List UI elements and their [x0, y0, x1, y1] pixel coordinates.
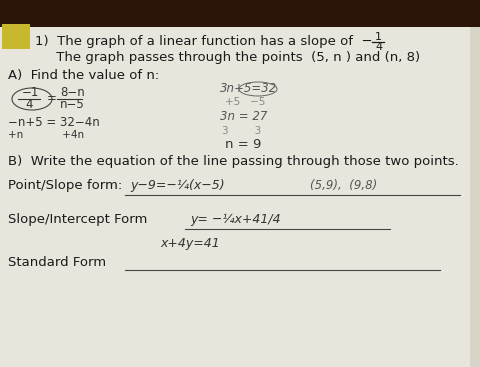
Text: +5   −5: +5 −5 [225, 97, 265, 107]
Text: Standard Form: Standard Form [8, 255, 106, 269]
Text: B)  Write the equation of the line passing through those two points.: B) Write the equation of the line passin… [8, 156, 458, 168]
Text: A)  Find the value of n:: A) Find the value of n: [8, 69, 159, 81]
Text: 1: 1 [374, 32, 381, 42]
Text: 3n = 27: 3n = 27 [219, 110, 267, 124]
Text: 8−n: 8−n [60, 87, 84, 99]
Text: Slope/Intercept Form: Slope/Intercept Form [8, 212, 147, 225]
Text: 4: 4 [374, 42, 381, 52]
Text: n−5: n−5 [60, 98, 84, 112]
Text: +n            +4n: +n +4n [8, 130, 84, 140]
Text: 3        3: 3 3 [222, 126, 261, 136]
Bar [469, 27, 480, 367]
Text: Point/Slope form:: Point/Slope form: [8, 178, 131, 192]
Text: y= −¼x+41/4: y= −¼x+41/4 [190, 212, 280, 225]
Text: y−9=−¼(x−5): y−9=−¼(x−5) [130, 178, 224, 192]
Text: −1: −1 [22, 87, 39, 99]
Text: The graph passes through the points  (5, n ) and (n, 8): The graph passes through the points (5, … [35, 51, 419, 63]
Text: x+4y=41: x+4y=41 [160, 237, 219, 251]
Text: 1)  The graph of a linear function has a slope of  −: 1) The graph of a linear function has a … [35, 36, 372, 48]
Text: 4: 4 [25, 98, 33, 112]
Bar [0, 0, 480, 47]
Text: n = 9: n = 9 [225, 138, 261, 152]
Text: 3n+5=32: 3n+5=32 [219, 83, 276, 95]
Text: −n+5 = 32−4n: −n+5 = 32−4n [8, 116, 99, 128]
Text: (5,9),  (9,8): (5,9), (9,8) [309, 178, 376, 192]
Bar [2, 24, 30, 49]
Text: =: = [47, 92, 57, 105]
